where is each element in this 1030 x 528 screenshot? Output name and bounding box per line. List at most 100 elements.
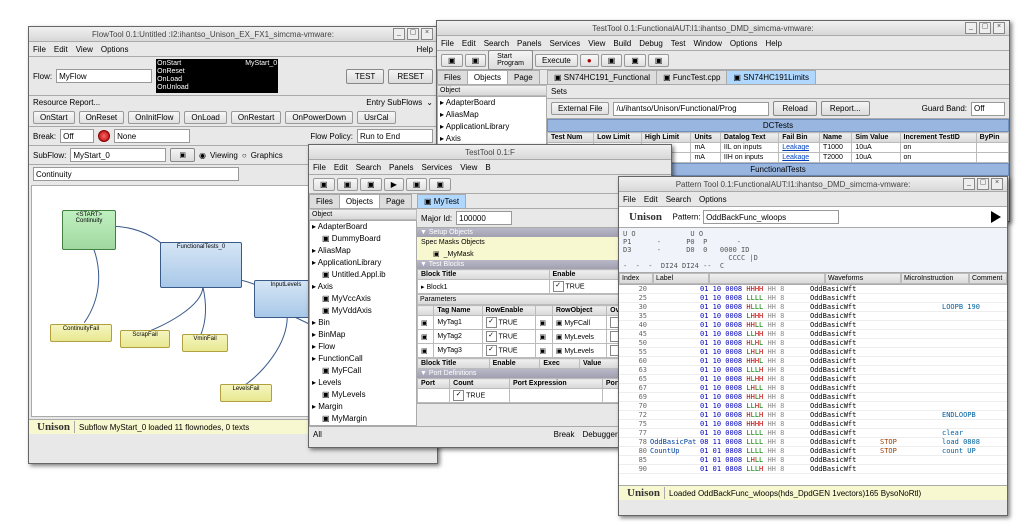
play-icon[interactable]	[991, 211, 1001, 223]
minimize-icon[interactable]: _	[393, 28, 405, 40]
toolbar-icon[interactable]: ▣	[624, 54, 646, 67]
maximize-icon[interactable]: ▢	[979, 22, 991, 34]
menu-file[interactable]: File	[623, 195, 636, 204]
reset-button[interactable]: RESET	[388, 69, 433, 84]
guardband-input[interactable]	[971, 102, 1005, 116]
menu-view[interactable]: View	[76, 45, 93, 54]
menu-edit[interactable]: Edit	[462, 39, 476, 48]
ttl-menubar: File Edit Search Panels Services View Bu…	[437, 36, 1009, 51]
pattern-name-input[interactable]	[703, 210, 839, 224]
toolbar-icon[interactable]: ▣	[601, 54, 623, 67]
toolbar-icon[interactable]: ▣	[360, 178, 382, 191]
majorid-input[interactable]	[456, 211, 512, 225]
black-list[interactable]: OnStartMyStart_0 OnReset OnLoad OnUnload	[156, 59, 278, 93]
minimize-icon[interactable]: _	[963, 178, 975, 190]
nav-icon[interactable]: ▣	[170, 148, 195, 162]
menu-b[interactable]: B	[485, 163, 490, 172]
toolbar-icon[interactable]: ▣	[337, 178, 359, 191]
menu-help[interactable]: Help	[765, 39, 781, 48]
menu-search[interactable]: Search	[666, 195, 691, 204]
radio-viewing[interactable]: ◉	[199, 151, 206, 160]
continuity-input[interactable]	[33, 167, 239, 181]
toolbar-icon[interactable]: ▣	[429, 178, 451, 191]
brand-label: Unison	[33, 421, 75, 433]
break-input[interactable]	[60, 129, 94, 143]
radio-graphics[interactable]: ○	[242, 151, 247, 160]
menu-file[interactable]: File	[441, 39, 454, 48]
reload-button[interactable]: Reload	[773, 101, 816, 116]
record-icon[interactable]: ●	[580, 54, 599, 67]
maximize-icon[interactable]: ▢	[407, 28, 419, 40]
minimize-icon[interactable]: _	[965, 22, 977, 34]
menu-view[interactable]: View	[460, 163, 477, 172]
tab-onrestart[interactable]: OnRestart	[231, 111, 281, 124]
menu-file[interactable]: File	[33, 45, 46, 54]
menu-test[interactable]: Test	[671, 39, 686, 48]
menu-edit[interactable]: Edit	[54, 45, 68, 54]
menu-options[interactable]: Options	[730, 39, 758, 48]
menu-search[interactable]: Search	[484, 39, 509, 48]
toolbar-icon[interactable]: ▣	[648, 54, 670, 67]
tts-object-tree[interactable]: ▸ AdapterBoard▣ DummyBoard▸ AliasMap▸ Ap…	[309, 220, 417, 426]
menu-panels[interactable]: Panels	[517, 39, 541, 48]
start-program-button[interactable]: Start Program	[488, 50, 533, 70]
toolbar-icon[interactable]: ▣	[313, 178, 335, 191]
close-icon[interactable]: ×	[991, 178, 1003, 190]
menu-view[interactable]: View	[588, 39, 605, 48]
close-icon[interactable]: ×	[993, 22, 1005, 34]
tab-page[interactable]: Page	[507, 70, 540, 84]
maximize-icon[interactable]: ▢	[977, 178, 989, 190]
tab-usrcal[interactable]: UsrCal	[357, 111, 395, 124]
toolbar-icon[interactable]: ▶	[384, 178, 404, 191]
menu-file[interactable]: File	[313, 163, 326, 172]
filetab-functest[interactable]: ▣ FuncTest.cpp	[656, 70, 727, 84]
menu-debug[interactable]: Debug	[639, 39, 663, 48]
menu-options[interactable]: Options	[699, 195, 727, 204]
subflow-input[interactable]	[70, 148, 166, 162]
tab-onreset[interactable]: OnReset	[79, 111, 125, 124]
menu-window[interactable]: Window	[693, 39, 721, 48]
tab-page[interactable]: Page	[379, 194, 412, 208]
node-start[interactable]: <START> Continuity	[62, 210, 116, 250]
menu-help[interactable]: Help	[417, 45, 433, 54]
tab-onpowerdown[interactable]: OnPowerDown	[285, 111, 353, 124]
report-button[interactable]: Report...	[821, 101, 870, 116]
toolbar-icon[interactable]: ▣	[465, 54, 487, 67]
filetab-limits[interactable]: ▣ SN74HC191Limits	[726, 70, 816, 84]
menu-build[interactable]: Build	[613, 39, 631, 48]
toolbar-icon[interactable]: ▣	[441, 54, 463, 67]
flow-name-input[interactable]	[56, 69, 152, 83]
filetab-mytest[interactable]: ▣ MyTest	[417, 194, 466, 208]
tab-files[interactable]: Files	[309, 194, 340, 208]
filetab-functional[interactable]: ▣ SN74HC191_Functional	[547, 70, 657, 84]
execute-button[interactable]: Execute	[535, 54, 578, 67]
node-vminfail[interactable]: VminFail	[182, 334, 228, 352]
tab-objects[interactable]: Objects	[339, 194, 380, 208]
menu-services[interactable]: Services	[550, 39, 581, 48]
tab-objects[interactable]: Objects	[467, 70, 508, 84]
test-button[interactable]: TEST	[346, 69, 384, 84]
close-icon[interactable]: ×	[421, 28, 433, 40]
node-levelsfail[interactable]: LevelsFail	[220, 384, 272, 402]
external-file-path[interactable]	[613, 102, 769, 116]
menu-edit[interactable]: Edit	[644, 195, 658, 204]
menu-search[interactable]: Search	[356, 163, 381, 172]
none-input[interactable]	[114, 129, 190, 143]
menu-edit[interactable]: Edit	[334, 163, 348, 172]
record-icon[interactable]	[98, 130, 110, 142]
flow-policy-input[interactable]	[357, 129, 433, 143]
caret-down-icon[interactable]: ⌄	[426, 98, 433, 107]
menu-options[interactable]: Options	[101, 45, 129, 54]
node-continuityfail[interactable]: ContinuityFail	[50, 324, 112, 342]
resource-report-link[interactable]: Resource Report...	[33, 98, 100, 107]
pattern-grid[interactable]: 2001 10 0008 HHHH HH 8OddBasicWft2501 10…	[619, 285, 1007, 485]
tab-onstart[interactable]: OnStart	[33, 111, 75, 124]
menu-services[interactable]: Services	[422, 163, 453, 172]
toolbar-icon[interactable]: ▣	[406, 178, 428, 191]
tab-onload[interactable]: OnLoad	[184, 111, 226, 124]
tab-oninitflow[interactable]: OnInitFlow	[128, 111, 180, 124]
tab-files[interactable]: Files	[437, 70, 468, 84]
node-scrapfail[interactable]: ScrapFail	[120, 330, 170, 348]
menu-panels[interactable]: Panels	[389, 163, 413, 172]
node-functional[interactable]: FunctionalTests_0	[160, 242, 242, 288]
